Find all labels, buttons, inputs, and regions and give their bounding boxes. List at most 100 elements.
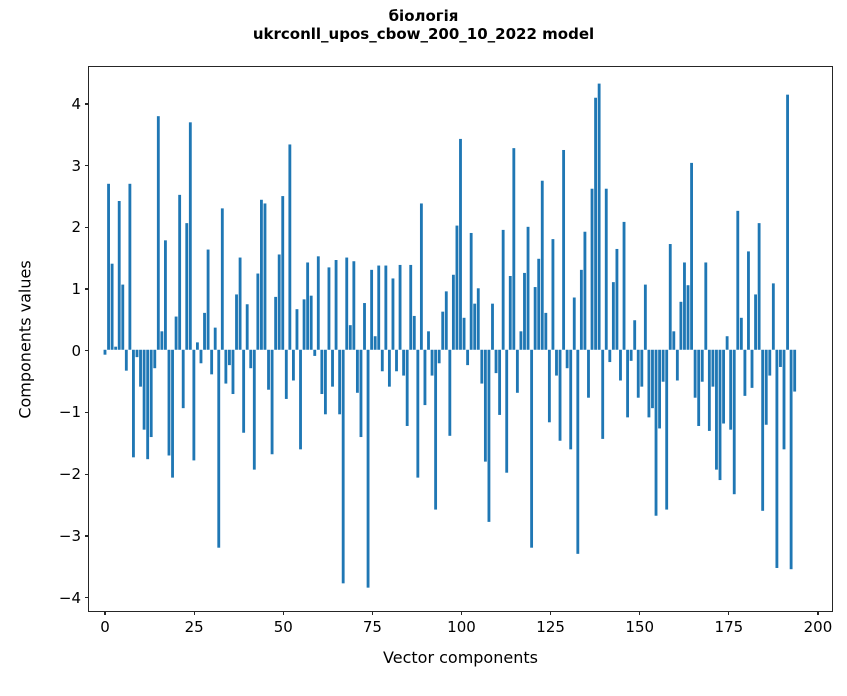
bar	[711, 349, 715, 387]
bar	[213, 327, 217, 350]
bar	[320, 349, 324, 395]
bar	[530, 349, 534, 548]
bar	[313, 349, 317, 356]
y-tick-label: −2	[58, 465, 81, 484]
bar	[121, 284, 125, 350]
bar	[747, 251, 750, 350]
y-tick-mark	[85, 350, 89, 352]
x-tick-label: 0	[100, 618, 110, 636]
bar	[583, 231, 587, 350]
y-tick-label: −3	[58, 526, 81, 545]
bar	[377, 265, 381, 350]
bar	[188, 122, 192, 350]
bar	[590, 188, 594, 350]
x-tick-mark	[104, 611, 106, 615]
chart-title: біологія	[388, 7, 459, 25]
x-tick-label: 50	[273, 618, 293, 636]
x-tick-mark	[193, 611, 195, 615]
bar	[523, 272, 526, 350]
bar	[139, 349, 142, 387]
x-tick-label: 100	[447, 618, 476, 636]
bar	[697, 349, 701, 426]
x-tick-label: 175	[714, 618, 744, 636]
bar	[686, 285, 690, 350]
bar	[768, 349, 772, 376]
bar	[281, 196, 285, 350]
bar	[128, 183, 132, 350]
bar	[334, 260, 338, 350]
bar	[373, 336, 377, 350]
x-tick-mark	[639, 611, 641, 615]
bar	[782, 349, 786, 450]
bar	[786, 94, 789, 350]
bar	[284, 349, 288, 399]
x-axis-label: Vector components	[88, 648, 833, 667]
bar	[594, 97, 598, 350]
y-tick-mark	[85, 165, 89, 167]
bar	[793, 349, 797, 392]
bar	[402, 349, 406, 376]
bar	[704, 262, 708, 350]
bar	[110, 263, 114, 350]
bar	[651, 349, 654, 409]
bar	[217, 349, 221, 548]
bar	[327, 267, 331, 350]
bar	[309, 295, 313, 350]
bar	[729, 349, 733, 430]
y-tick-label: 0	[71, 341, 81, 360]
bar	[562, 149, 566, 350]
bar	[206, 249, 210, 350]
bar	[380, 349, 384, 372]
bar	[537, 258, 541, 350]
bar	[715, 349, 718, 470]
bar	[519, 331, 523, 350]
bar	[779, 349, 782, 367]
bar	[185, 223, 189, 350]
bar	[153, 349, 157, 369]
bar	[508, 275, 512, 350]
y-axis-label: Components values	[14, 66, 36, 612]
bar	[238, 257, 242, 350]
bar	[483, 349, 487, 462]
bar	[679, 301, 683, 350]
bar	[754, 294, 757, 350]
bar	[419, 203, 423, 350]
bar	[626, 349, 630, 418]
bar	[259, 199, 263, 350]
bar	[434, 349, 438, 510]
bar	[700, 349, 704, 382]
bar	[761, 349, 765, 511]
x-tick-label: 150	[625, 618, 655, 636]
bar	[466, 349, 470, 366]
bar	[117, 200, 121, 350]
x-tick-label: 125	[536, 618, 565, 636]
bar	[114, 346, 118, 350]
bar	[245, 304, 249, 350]
y-tick-label: −1	[58, 403, 81, 422]
bar	[160, 331, 164, 350]
bar	[736, 210, 740, 350]
bar	[455, 225, 459, 350]
bar	[391, 278, 395, 350]
bar	[505, 349, 509, 473]
bar	[789, 349, 793, 570]
bar	[622, 221, 626, 350]
bar	[672, 331, 676, 350]
bar	[231, 349, 235, 395]
bar	[661, 349, 665, 382]
bar	[156, 116, 160, 350]
y-tick-mark	[85, 535, 89, 537]
bar	[441, 311, 445, 350]
bar	[540, 180, 544, 350]
bar	[427, 331, 430, 350]
bar	[277, 254, 281, 350]
x-tick-mark	[728, 611, 730, 615]
y-tick-mark	[85, 103, 89, 105]
bar	[103, 349, 107, 355]
bar	[203, 312, 206, 350]
bar	[533, 287, 537, 350]
x-tick-label: 25	[184, 618, 204, 636]
bar	[306, 262, 310, 350]
bar	[459, 138, 462, 350]
